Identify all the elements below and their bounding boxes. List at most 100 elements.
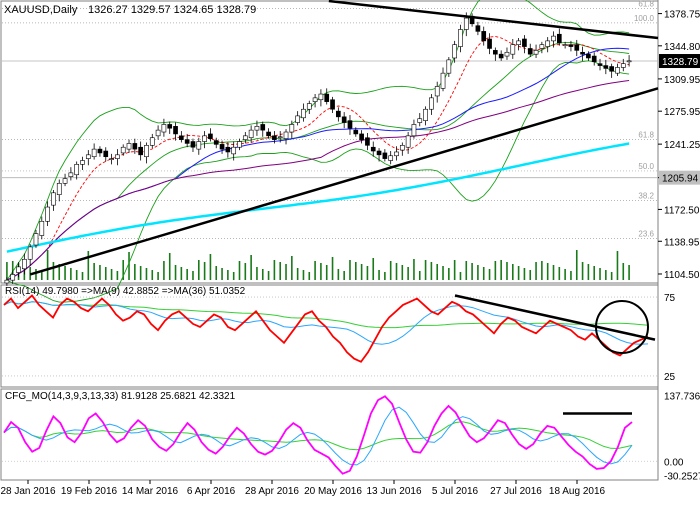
volume-bar <box>418 271 421 280</box>
candle-body <box>527 48 533 55</box>
volume-bar <box>511 264 514 280</box>
volume-bar <box>116 271 119 280</box>
x-tick-label: 28 Apr 2016 <box>245 486 299 497</box>
volume-bar <box>523 268 526 280</box>
volume-bar <box>395 263 398 280</box>
volume-bar <box>366 266 369 280</box>
volume-bar <box>122 260 125 280</box>
candle-body <box>522 38 527 47</box>
candle-body <box>493 50 498 55</box>
volume-bar <box>570 271 572 280</box>
volume-bar <box>75 270 78 280</box>
candle-body <box>545 40 551 47</box>
candle-body <box>574 44 580 51</box>
cfg-tick-label: 0.00 <box>664 457 684 468</box>
candle-body <box>68 172 74 177</box>
candle-body <box>562 44 568 46</box>
volume-bar <box>430 262 433 280</box>
candle-body <box>365 137 370 146</box>
candle-body <box>475 25 481 32</box>
volume-bar <box>192 271 194 280</box>
candle-body <box>452 44 457 59</box>
candle-body <box>440 72 446 89</box>
candle-body <box>202 135 207 142</box>
candle-body <box>516 40 521 45</box>
volume-bar <box>616 251 619 280</box>
candle-body <box>33 233 39 246</box>
candle-body <box>22 258 27 270</box>
fibo-label: 38.2 <box>638 191 654 200</box>
volume-bar <box>564 269 566 280</box>
volume-bar <box>541 261 543 280</box>
volume-bar <box>87 251 90 280</box>
volume-bar <box>471 263 473 280</box>
candle-body <box>504 51 510 57</box>
volume-bar <box>110 269 113 280</box>
candle-body <box>551 35 556 42</box>
candle-body <box>4 279 10 284</box>
volume-bar <box>261 269 264 280</box>
fibo-label: 50.0 <box>638 162 654 171</box>
candle-body <box>336 110 341 118</box>
candle-body <box>27 246 33 260</box>
rsi-title: RSI(14) 49.7980 =>MA(9) 42.8852 =>MA(36)… <box>5 286 246 297</box>
candle-body <box>16 266 21 273</box>
volume-bar <box>325 265 328 280</box>
volume-bar <box>6 262 8 280</box>
candle-body <box>266 131 271 137</box>
candle-body <box>144 145 149 158</box>
ma-short-line <box>6 35 630 281</box>
volume-bar <box>11 261 14 280</box>
candle-body <box>179 135 184 140</box>
volume-bar <box>581 262 584 280</box>
volume-bar <box>163 261 165 280</box>
fibo-label: 61.8 <box>638 0 654 9</box>
bollinger-upper <box>6 0 630 281</box>
volume-bar <box>256 267 258 280</box>
x-tick-label: 19 Feb 2016 <box>61 486 118 497</box>
volume-bar <box>285 264 287 280</box>
volume-bar <box>424 260 427 280</box>
candle-body <box>301 108 306 119</box>
price-tick-label: 1309.95 <box>664 75 700 86</box>
support-trendline <box>29 87 659 276</box>
volume-bar <box>314 261 316 280</box>
candle-body <box>597 63 603 66</box>
volume-bar <box>296 268 299 280</box>
rsi-tick-label: 75 <box>664 293 676 304</box>
volume-bar <box>482 267 485 280</box>
ma-very-long-line <box>6 142 630 253</box>
candle-body <box>85 154 91 159</box>
volume-bar <box>354 262 357 280</box>
candle-body <box>481 31 487 42</box>
volume-bar <box>64 266 66 280</box>
candle-body <box>388 155 394 161</box>
candle-body <box>155 129 161 137</box>
volume-bar <box>244 263 247 280</box>
volume-bar <box>58 264 61 280</box>
volume-bar <box>401 265 404 280</box>
volume-bar <box>506 262 508 280</box>
candle-body <box>80 160 85 165</box>
volume-bar <box>575 250 578 280</box>
volume-bar <box>558 267 561 280</box>
candle-body <box>237 141 242 148</box>
volume-bar <box>494 261 497 280</box>
volume-bar <box>343 271 345 280</box>
candle-body <box>382 152 388 159</box>
volume-bar <box>628 265 630 280</box>
volume-bar <box>535 262 537 280</box>
candle-body <box>213 140 219 145</box>
volume-bar <box>168 253 171 280</box>
candle-body <box>626 60 632 63</box>
volume-bar <box>174 265 177 280</box>
candle-body <box>126 143 132 150</box>
candle-body <box>539 44 545 49</box>
bollinger-lower <box>6 60 630 303</box>
fibo-label: 23.6 <box>638 229 654 238</box>
candle-body <box>173 126 178 135</box>
candle-body <box>603 65 609 69</box>
candle-body <box>277 136 283 139</box>
volume-bar <box>308 272 311 280</box>
